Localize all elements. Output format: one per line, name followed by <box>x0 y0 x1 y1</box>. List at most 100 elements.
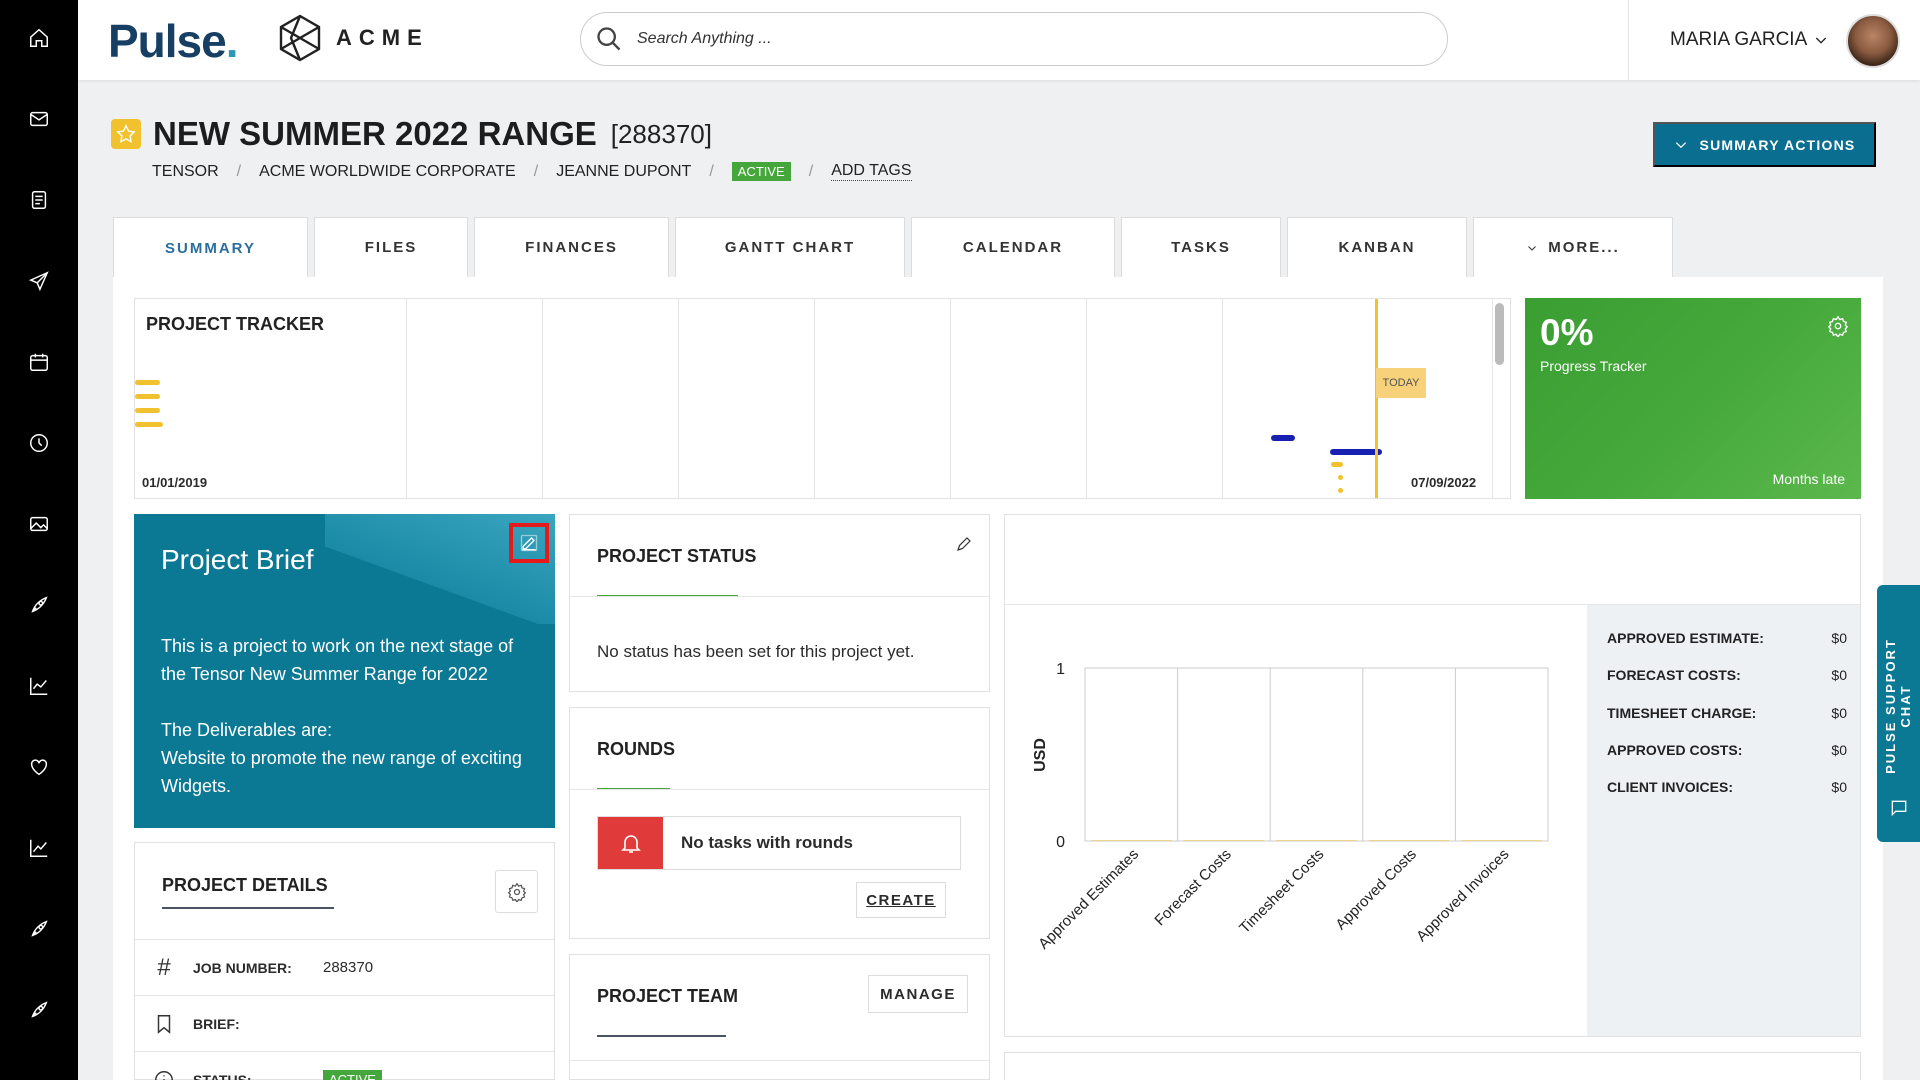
acme-logo-icon <box>279 14 321 62</box>
progress-tracker-card: 0% Progress Tracker Months late <box>1525 298 1861 499</box>
task-bar[interactable] <box>135 394 160 399</box>
tab-gantt-chart[interactable]: GANTT CHART <box>675 217 905 277</box>
user-menu[interactable]: MARIA GARCIA <box>1670 29 1829 51</box>
status-badge[interactable]: ACTIVE <box>731 162 791 181</box>
grid-line <box>1492 299 1493 498</box>
progress-label: Progress Tracker <box>1540 358 1647 374</box>
status-badge[interactable]: ACTIVE <box>323 1070 382 1080</box>
finance-summary: APPROVED ESTIMATE: $0 FORECAST COSTS: $0 T… <box>1587 605 1860 1036</box>
calendar-icon[interactable] <box>25 348 53 376</box>
milestone-bar[interactable] <box>1330 449 1382 455</box>
project-team-card: PROJECT TEAM MANAGE <box>569 954 990 1080</box>
project-status-card: PROJECT STATUS No status has been set fo… <box>569 514 990 692</box>
chart-icon[interactable] <box>25 672 53 700</box>
today-marker <box>1375 299 1378 498</box>
finance-value: $0 <box>1831 742 1847 758</box>
add-tags-link[interactable]: ADD TAGS <box>831 162 912 181</box>
task-bar[interactable] <box>1338 488 1343 493</box>
grid-line <box>1086 299 1087 498</box>
team-title: PROJECT TEAM <box>597 986 739 1006</box>
finance-label: FORECAST COSTS: <box>1607 667 1741 683</box>
breadcrumb-company[interactable]: ACME WORLDWIDE CORPORATE <box>259 162 516 180</box>
project-code: [288370] <box>610 118 712 149</box>
rounds-title: ROUNDS <box>597 739 676 759</box>
tab-finances[interactable]: FINANCES <box>474 217 669 277</box>
detail-value: 288370 <box>323 959 374 976</box>
y-axis-label: USD <box>1032 738 1049 772</box>
chevron-down-icon <box>1528 245 1537 251</box>
months-late: Months late <box>1772 471 1845 487</box>
decorative-shape <box>325 514 555 624</box>
rocket-icon-3[interactable] <box>25 996 53 1024</box>
search-input[interactable] <box>637 25 1397 53</box>
finance-value: $0 <box>1831 630 1847 646</box>
pulse-logo[interactable]: Pulse. <box>108 15 238 67</box>
rocket-icon-2[interactable] <box>25 915 53 943</box>
summary-actions-label: SUMMARY ACTIONS <box>1699 136 1856 153</box>
status-title: PROJECT STATUS <box>597 546 757 566</box>
tab-kanban[interactable]: KANBAN <box>1287 217 1467 277</box>
heart-icon[interactable] <box>25 753 53 781</box>
info-icon <box>149 1069 179 1080</box>
tab-calendar[interactable]: CALENDAR <box>911 217 1115 277</box>
details-title: PROJECT DETAILS <box>162 875 328 895</box>
tab-more[interactable]: MORE... <box>1473 217 1673 277</box>
edit-brief-button[interactable] <box>509 523 549 563</box>
bar-timesheet-costs <box>1276 840 1357 841</box>
grid-line <box>814 299 815 498</box>
title-underline <box>162 907 334 909</box>
page-title: NEW SUMMER 2022 RANGE <box>153 115 597 152</box>
gear-icon[interactable] <box>1827 315 1849 337</box>
rocket-icon[interactable] <box>25 591 53 619</box>
summary-actions-button[interactable]: SUMMARY ACTIONS <box>1653 122 1876 167</box>
no-rounds-alert: No tasks with rounds <box>597 816 961 870</box>
brief-line: This is a project to work on the next st… <box>161 636 514 684</box>
mail-icon[interactable] <box>25 105 53 133</box>
hash-icon: # <box>157 953 171 981</box>
detail-row-job-number: # JOB NUMBER: 288370 <box>135 939 554 995</box>
breadcrumb-owner[interactable]: JEANNE DUPONT <box>556 162 692 180</box>
task-bar[interactable] <box>135 408 160 413</box>
manage-team-button[interactable]: MANAGE <box>868 975 968 1013</box>
task-bar[interactable] <box>135 422 163 427</box>
document-icon[interactable] <box>25 186 53 214</box>
bar-approved-costs <box>1368 840 1450 841</box>
create-round-button[interactable]: CREATE <box>856 882 946 918</box>
tab-more-label: MORE... <box>1548 239 1620 256</box>
status-message: No status has been set for this project … <box>597 642 915 661</box>
grid-line <box>1222 299 1223 498</box>
support-chat-button[interactable]: PULSE SUPPORT CHAT <box>1877 585 1920 842</box>
avatar[interactable] <box>1846 14 1900 68</box>
x-tick-label: Approved Invoices <box>1413 846 1512 945</box>
finance-value: $0 <box>1831 705 1847 721</box>
tab-files[interactable]: FILES <box>314 217 468 277</box>
brief-line: Website to promote the new range of exci… <box>161 748 522 796</box>
clock-icon[interactable] <box>25 429 53 457</box>
favorite-button[interactable] <box>111 119 141 149</box>
project-details-card: PROJECT DETAILS # JOB NUMBER: 288370 BRI… <box>134 842 555 1080</box>
no-rounds-text: No tasks with rounds <box>681 833 853 852</box>
finance-row: APPROVED ESTIMATE: $0 <box>1607 630 1847 646</box>
task-bar[interactable] <box>1338 475 1343 480</box>
breadcrumb-separator: / <box>709 162 714 180</box>
breadcrumb-client[interactable]: TENSOR <box>152 162 219 180</box>
finance-label: APPROVED COSTS: <box>1607 742 1743 758</box>
project-tracker: PROJECT TRACKER TODAY 01/01/2019 07/09/2… <box>134 298 1511 499</box>
company-name: ACME <box>336 25 429 50</box>
home-icon[interactable] <box>25 24 53 52</box>
trending-icon[interactable] <box>25 834 53 862</box>
details-settings-button[interactable] <box>495 870 538 913</box>
send-icon[interactable] <box>25 267 53 295</box>
detail-row-brief: BRIEF: <box>135 995 554 1051</box>
tracker-scrollbar[interactable] <box>1495 303 1504 365</box>
tab-tasks[interactable]: TASKS <box>1121 217 1281 277</box>
breadcrumb: TENSOR / ACME WORLDWIDE CORPORATE / JEAN… <box>152 162 912 181</box>
image-icon[interactable] <box>25 510 53 538</box>
task-bar[interactable] <box>135 380 160 385</box>
tab-summary[interactable]: SUMMARY <box>113 217 308 279</box>
task-bar[interactable] <box>1331 462 1343 467</box>
pencil-icon[interactable] <box>955 535 973 553</box>
search-box[interactable] <box>580 12 1448 66</box>
x-tick-label: Approved Costs <box>1332 846 1419 933</box>
milestone-bar[interactable] <box>1271 435 1295 441</box>
